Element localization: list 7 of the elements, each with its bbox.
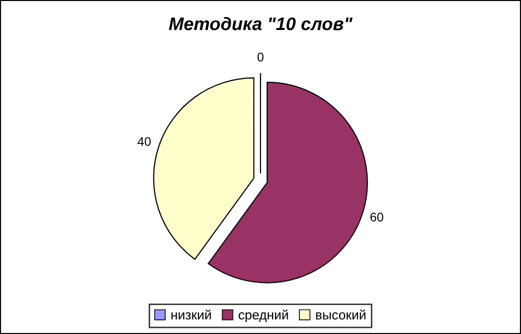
chart-title: Методика "10 слов"	[168, 16, 353, 30]
legend-label: низкий	[171, 310, 211, 320]
data-label: 40	[138, 137, 151, 146]
data-label: 60	[370, 212, 384, 222]
text: 0	[258, 52, 264, 62]
legend-label: высокий	[316, 310, 366, 320]
legend-label: средний	[238, 310, 288, 322]
